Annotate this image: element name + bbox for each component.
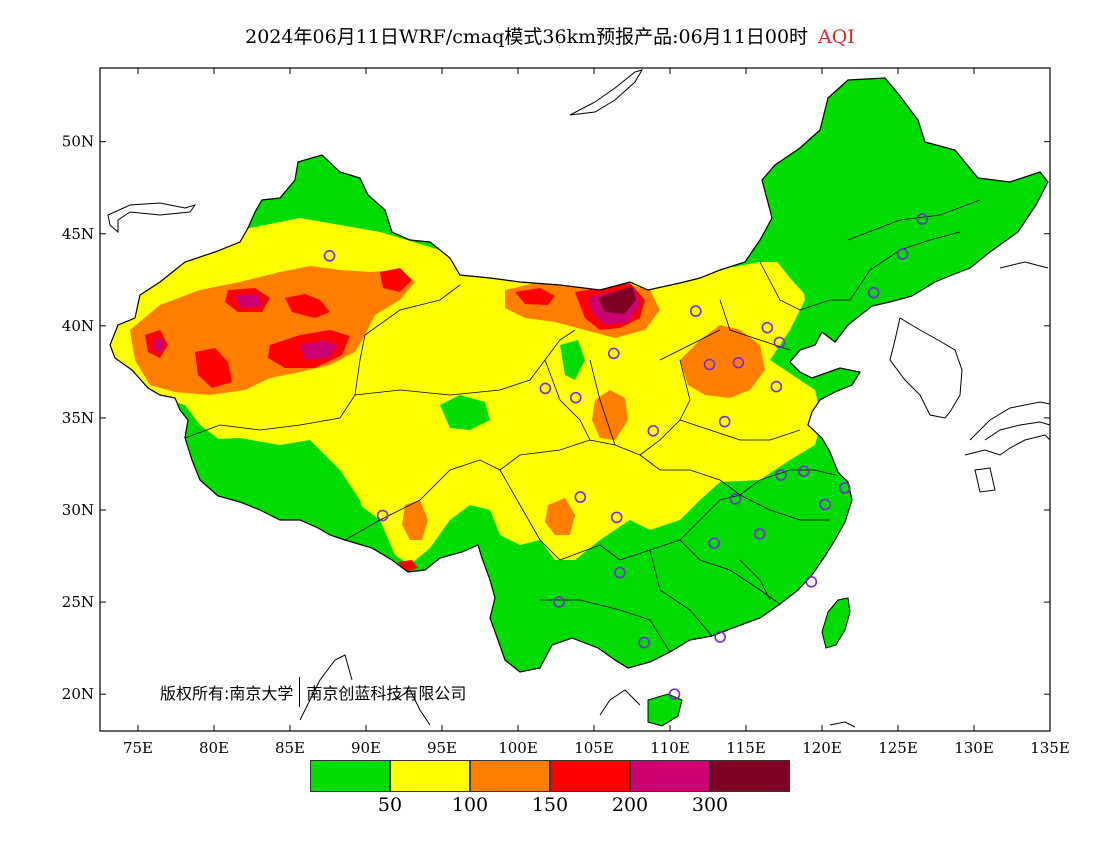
x-tick-label-110E: 110E (650, 739, 690, 757)
aqi-zone-sichuan-orange (545, 498, 575, 535)
legend-label-50: 50 (377, 794, 403, 816)
station-marker-23 (708, 537, 720, 549)
station-marker-8 (703, 358, 716, 371)
taiwan-island (821, 597, 851, 649)
aqi-zone-tarim-red-c (195, 348, 232, 388)
station-marker-10 (569, 391, 582, 404)
x-tick-label-120E: 120E (802, 739, 842, 757)
aqi-zone-tarim-purple-c (154, 338, 165, 352)
aqi-zone-qinghai-green (440, 395, 490, 430)
station-marker-21 (610, 511, 623, 524)
y-tick-label-35N: 35N (62, 409, 94, 427)
station-marker-20 (574, 491, 587, 503)
aqi-zone-tibet-green (190, 438, 370, 542)
x-tick-label-115E: 115E (726, 739, 766, 757)
aqi-zone-tibet-border-red (398, 560, 418, 572)
x-tick-label-80E: 80E (199, 739, 229, 757)
x-tick-label-100E: 100E (498, 739, 538, 757)
legend-label-100: 100 (451, 794, 489, 816)
station-marker-16 (797, 465, 810, 478)
y-tick-label-20N: 20N (62, 685, 94, 703)
station-marker-11 (539, 382, 552, 395)
map-frame (99, 67, 1051, 732)
x-tick-label-95E: 95E (427, 739, 457, 757)
copyright-separator (299, 676, 301, 707)
aqi-zone-ningxia-green (560, 340, 585, 380)
y-tick-label-45N: 45N (62, 225, 94, 243)
x-tick-label-105E: 105E (574, 739, 614, 757)
y-tick-label-40N: 40N (62, 317, 94, 335)
station-marker-28 (638, 636, 650, 649)
station-marker-14 (718, 415, 731, 428)
station-marker-3 (867, 286, 880, 299)
station-marker-25 (614, 566, 626, 579)
x-tick-label-90E: 90E (351, 739, 381, 757)
hainan-island (647, 693, 683, 727)
copyright-part-1: 版权所有:南京大学 (160, 684, 294, 703)
station-marker-27 (553, 596, 565, 608)
aqi-zone-alxa-red (515, 288, 555, 305)
station-marker-7 (607, 347, 620, 360)
station-marker-30 (668, 688, 681, 700)
map-title: 2024年06月11日WRF/cmaq模式36km预报产品:06月11日00时 A… (0, 22, 1100, 49)
legend-swatch-3 (550, 760, 630, 792)
legend-swatch-5 (710, 760, 790, 792)
aqi-zone-tarim-red-f (285, 294, 330, 318)
aqi-zone-tarim-purple-a (235, 294, 262, 308)
neighbour-coastlines (107, 69, 1050, 728)
legend-swatch-4 (630, 760, 710, 792)
aqi-zone-tarim-red-d (380, 268, 412, 292)
y-tick-label-25N: 25N (62, 593, 94, 611)
y-tick-label-30N: 30N (62, 501, 94, 519)
station-marker-13 (647, 425, 660, 437)
station-marker-29 (714, 631, 726, 643)
station-marker-15 (775, 469, 787, 481)
aqi-zone-inner-mongolia-maroon (598, 286, 636, 314)
x-tick-label-85E: 85E (275, 739, 305, 757)
aqi-zone-tibet-orange (402, 500, 428, 540)
station-marker-1 (916, 213, 929, 225)
aqi-zone-tarim-purple-b (300, 340, 338, 360)
title-text: 2024年06月11日WRF/cmaq模式36km预报产品:06月11日00时 (245, 26, 809, 48)
legend-swatch-2 (470, 760, 550, 792)
station-marker-19 (729, 493, 742, 505)
legend-label-300: 300 (691, 794, 729, 816)
station-marker-24 (753, 528, 766, 540)
legend-label-200: 200 (611, 794, 649, 816)
copyright-part-2: 南京创蓝科技有限公司 (306, 684, 467, 703)
station-marker-12 (770, 380, 783, 393)
station-marker-6 (773, 336, 786, 349)
station-marker-2 (896, 248, 909, 260)
aqi-zone-ncp-orange (680, 325, 765, 398)
station-marker-26 (805, 576, 818, 588)
x-tick-label-75E: 75E (123, 739, 153, 757)
x-tick-label-130E: 130E (954, 739, 994, 757)
station-marker-4 (690, 305, 702, 317)
x-tick-label-125E: 125E (878, 739, 918, 757)
station-marker-5 (761, 321, 774, 334)
legend-swatch-1 (390, 760, 470, 792)
legend-swatch-0 (310, 760, 390, 792)
station-marker-22 (376, 509, 389, 522)
legend-label-150: 150 (531, 794, 569, 816)
station-marker-18 (819, 498, 831, 511)
station-marker-17 (838, 482, 851, 494)
station-marker-9 (732, 356, 745, 369)
x-tick-label-135E: 135E (1030, 739, 1070, 757)
y-tick-label-50N: 50N (62, 133, 94, 151)
station-marker-0 (323, 250, 336, 262)
copyright-notice: 版权所有:南京大学 南京创蓝科技有限公司 (160, 676, 467, 707)
axis-ticks: 75E 80E 85E 90E 95E 100E 105E 110E 115E 120E 125E 1… (62, 68, 1070, 757)
aqi-tag: AQI (818, 26, 855, 48)
station-markers (323, 213, 929, 700)
